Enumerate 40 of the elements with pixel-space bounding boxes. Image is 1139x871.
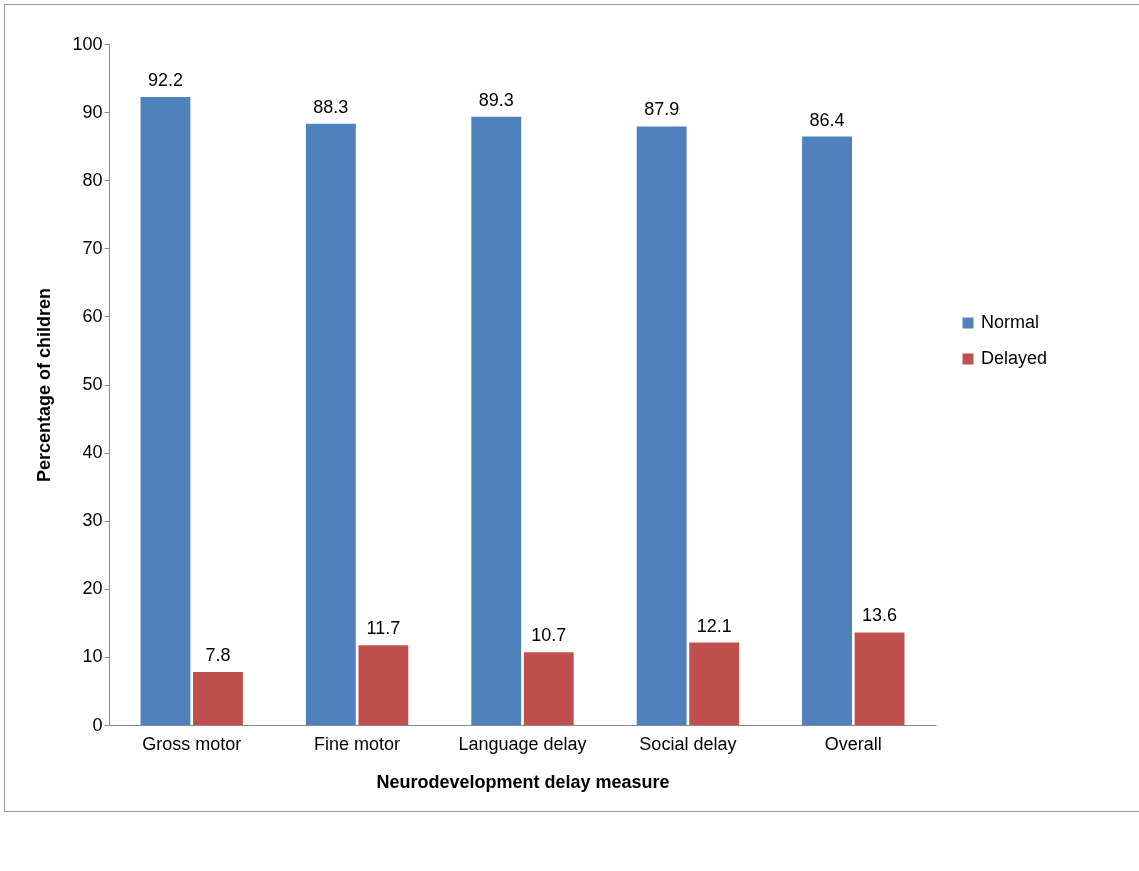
y-tick-label: 90	[82, 101, 103, 122]
x-tick-label: Overall	[824, 733, 882, 754]
x-tick-label: Social delay	[639, 733, 737, 754]
data-label: 13.6	[862, 605, 898, 626]
y-axis-title: Percentage of children	[34, 287, 55, 483]
data-label: 12.1	[696, 615, 732, 636]
data-label: 86.4	[809, 109, 845, 130]
data-label: 10.7	[531, 625, 567, 646]
y-tick-label: 80	[82, 169, 103, 190]
bar	[471, 116, 522, 725]
y-tick-label: 50	[82, 374, 103, 394]
data-label: 92.2	[147, 70, 183, 91]
bar	[305, 123, 356, 725]
data-label: 89.3	[478, 89, 514, 110]
legend-label: Delayed	[981, 348, 1048, 368]
y-tick-label: 20	[82, 578, 103, 599]
bar	[358, 645, 409, 725]
y-tick-label: 10	[82, 646, 103, 667]
data-label: 88.3	[313, 96, 349, 117]
x-tick-label: Fine motor	[314, 733, 401, 754]
legend-label: Normal	[981, 312, 1040, 332]
x-tick-label: Language delay	[458, 733, 587, 754]
bar	[689, 642, 740, 725]
y-tick-label: 60	[82, 305, 103, 326]
data-label: 87.9	[644, 99, 680, 120]
y-tick-label: 100	[72, 33, 103, 54]
data-label: 7.8	[205, 644, 231, 665]
bar	[854, 632, 905, 725]
bar	[802, 136, 852, 725]
x-tick-label: Gross motor	[142, 733, 242, 754]
y-tick-label: 40	[82, 442, 103, 463]
y-tick-label: 0	[92, 714, 103, 735]
y-tick-label: 30	[82, 510, 103, 531]
data-label: 11.7	[366, 618, 401, 639]
bar	[636, 126, 687, 725]
y-tick-label: 70	[82, 237, 103, 258]
x-axis-title: Neurodevelopment delay measure	[376, 771, 670, 792]
bar	[523, 652, 574, 725]
bar	[193, 671, 243, 725]
bar	[140, 97, 191, 725]
